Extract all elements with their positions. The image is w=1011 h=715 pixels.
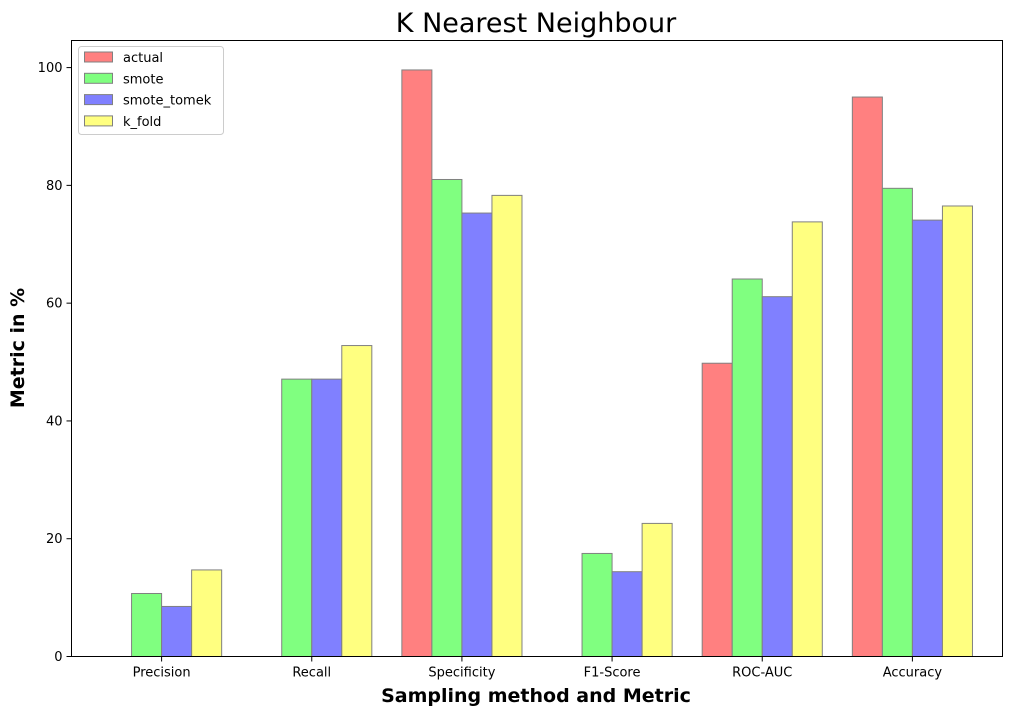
bar-smote_tomek-accuracy [911, 219, 943, 657]
legend: actual smote smote_tomek k_fold [78, 46, 224, 135]
plot-frame [71, 40, 1003, 657]
y-tick-label: 20 [46, 532, 63, 547]
bar-smote-specificity [431, 178, 463, 657]
bar-smote-precision [131, 592, 163, 658]
y-axis: 0 20 40 60 80 100 [38, 61, 72, 665]
bar-k_fold-roc-auc [791, 221, 823, 658]
bar-k_fold-recall [341, 345, 373, 657]
x-tick-label: F1-Score [584, 666, 641, 681]
bars-group [131, 69, 973, 658]
legend-swatch-smote [84, 72, 113, 84]
bar-k_fold-f1-score [641, 522, 673, 657]
bar-smote_tomek-roc-auc [761, 296, 793, 657]
y-tick-label: 100 [38, 61, 63, 76]
bar-k_fold-accuracy [941, 205, 973, 658]
x-tick-label: ROC-AUC [732, 666, 792, 681]
bar-smote-roc-auc [731, 278, 763, 657]
legend-box [78, 46, 224, 135]
bar-k_fold-specificity [491, 194, 523, 657]
bar-smote-recall [281, 378, 313, 657]
x-tick-label: Accuracy [883, 666, 943, 681]
bar-smote-accuracy [881, 187, 913, 657]
y-tick-label: 0 [54, 650, 62, 665]
y-tick-label: 60 [46, 297, 63, 312]
x-tick-label: Recall [292, 666, 331, 681]
legend-swatch-k_fold [84, 115, 113, 127]
bar-smote_tomek-precision [161, 605, 193, 657]
y-tick-label: 80 [46, 179, 63, 194]
legend-label-smote: smote [123, 72, 164, 87]
bar-actual-specificity [401, 69, 433, 658]
legend-swatch-actual [84, 51, 113, 63]
bar-k_fold-precision [191, 569, 223, 658]
bar-smote-f1-score [581, 552, 613, 658]
bar-actual-roc-auc [701, 362, 733, 657]
x-tick-label: Precision [133, 666, 191, 681]
legend-label-smote_tomek: smote_tomek [123, 94, 212, 109]
legend-label-k_fold: k_fold [123, 115, 161, 130]
bar-smote_tomek-f1-score [611, 571, 643, 658]
legend-label-actual: actual [123, 51, 163, 66]
legend-swatch-smote_tomek [84, 94, 113, 106]
bar-smote_tomek-recall [311, 378, 343, 657]
x-tick-label: Specificity [428, 666, 495, 681]
chart-title: K Nearest Neighbour [396, 8, 677, 39]
bar-actual-accuracy [851, 96, 883, 657]
y-tick-label: 40 [46, 414, 63, 429]
bar-smote_tomek-specificity [461, 212, 493, 658]
y-axis-label: Metric in % [7, 288, 29, 408]
x-axis: Precision Recall Specificity F1-Score ROC-AU… [133, 656, 943, 681]
x-axis-label: Sampling method and Metric [381, 685, 691, 707]
